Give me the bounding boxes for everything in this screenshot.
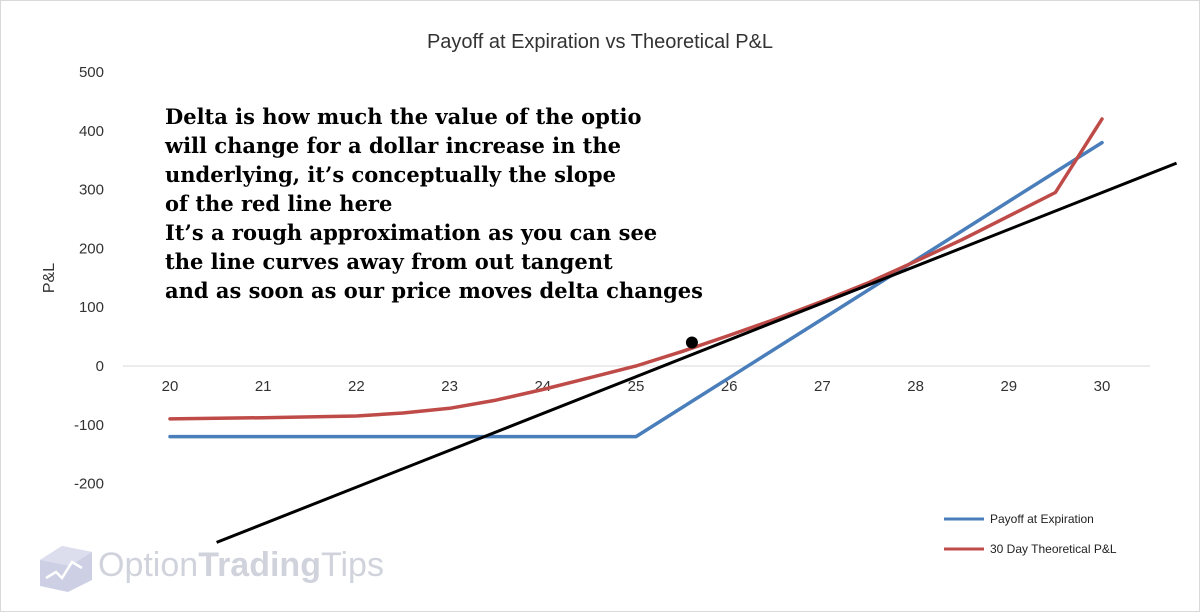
y-tick-label: 0 (96, 358, 104, 375)
y-tick-label: 300 (79, 182, 104, 199)
x-tick-label: 23 (441, 378, 458, 395)
y-tick-label: 400 (79, 123, 104, 140)
series-line-payoff (168, 140, 1104, 439)
legend-label-payoff: Payoff at Expiration (990, 512, 1094, 526)
annotation-line-1: Delta is how much the value of the optio (165, 104, 642, 129)
y-tick-label: -200 (74, 476, 104, 493)
y-axis-label: P&L (41, 263, 58, 293)
y-tick-label: -100 (74, 417, 104, 434)
logo: OptionTradingTips (40, 546, 384, 592)
tangent-point (685, 336, 698, 349)
x-tick-label: 29 (1000, 378, 1017, 395)
annotation-text: Delta is how much the value of the optio… (164, 104, 703, 303)
logo-text-light: Option (98, 546, 198, 584)
logo-text-bold: Trading (198, 546, 321, 584)
annotation-line-4: of the red line here (165, 191, 392, 216)
logo-cube-icon (40, 546, 92, 592)
logo-text-end: Tips (321, 546, 384, 584)
series-layer (168, 117, 1104, 439)
chart-title: Payoff at Expiration vs Theoretical P&L (427, 31, 773, 53)
logo-text: OptionTradingTips (98, 546, 384, 584)
tangent-line (216, 161, 1178, 544)
y-tick-label: 200 (79, 240, 104, 257)
annotation-line-7: and as soon as our price moves delta cha… (165, 278, 703, 303)
annotation-line-5: It’s a rough approximation as you can se… (165, 220, 657, 245)
x-tick-label: 20 (162, 378, 179, 395)
y-tick-label: 100 (79, 299, 104, 316)
legend-label-theoretical: 30 Day Theoretical P&L (990, 542, 1117, 556)
y-tick-label: 500 (79, 64, 104, 81)
annotation-line-2: will change for a dollar increase in the (164, 133, 621, 158)
y-axis-ticks: 500 400 300 200 100 0 -100 -200 (74, 64, 104, 493)
annotation-line-6: the line curves away from out tangent (165, 249, 613, 274)
legend: Payoff at Expiration 30 Day Theoretical … (944, 512, 1117, 556)
x-tick-label: 28 (907, 378, 924, 395)
tangent-layer (216, 161, 1178, 544)
x-tick-label: 22 (348, 378, 365, 395)
x-tick-label: 27 (814, 378, 831, 395)
x-tick-label: 25 (628, 378, 645, 395)
x-tick-label: 21 (255, 378, 272, 395)
series-line-theoretical (168, 117, 1104, 421)
x-axis-ticks: 20 21 22 23 24 25 26 27 28 29 30 (162, 378, 1111, 395)
x-tick-label: 30 (1094, 378, 1111, 395)
annotation-line-3: underlying, it’s conceptually the slope (165, 162, 616, 187)
